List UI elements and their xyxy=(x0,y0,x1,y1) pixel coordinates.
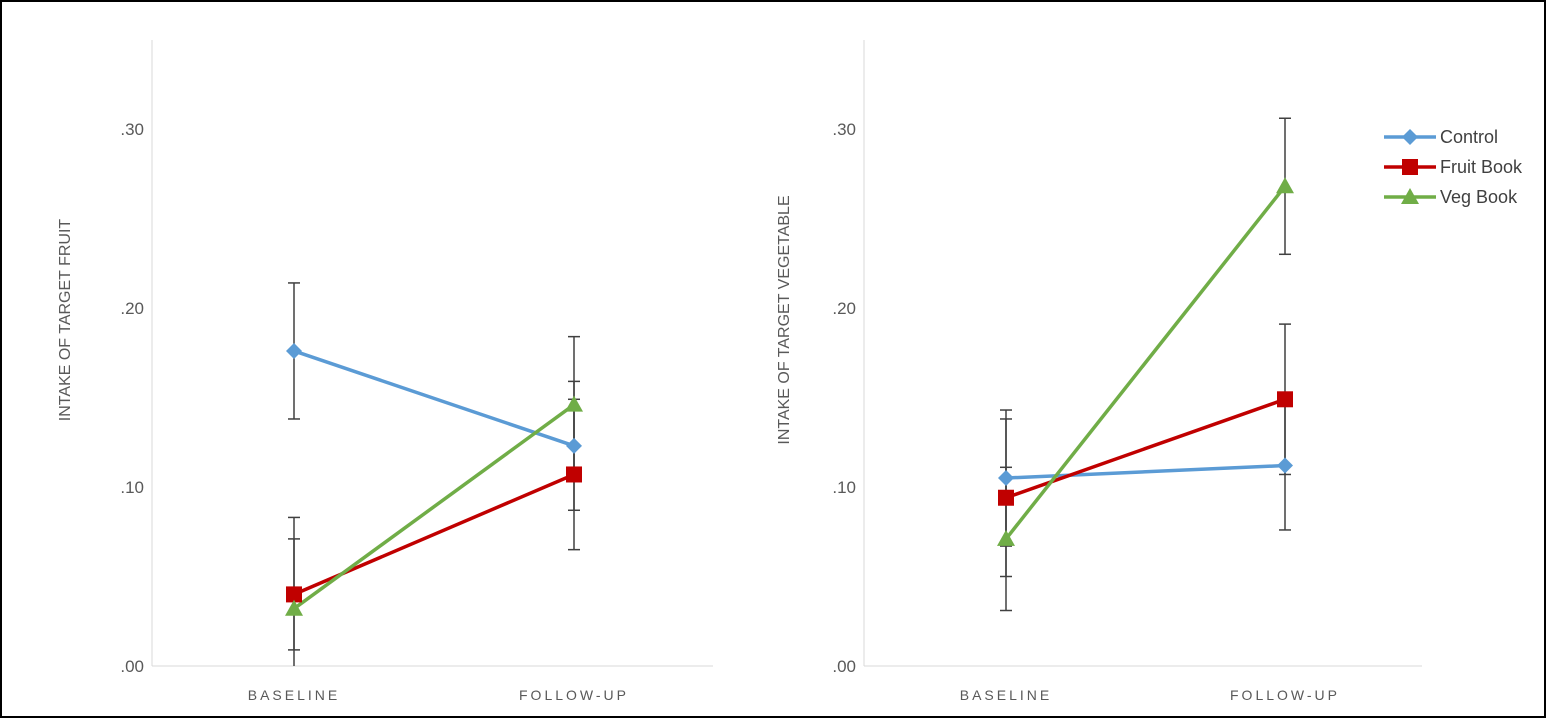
legend-label: Control xyxy=(1440,127,1498,147)
vegetable-chart-panel: INTAKE OF TARGET VEGETABLE .00 .10 .20 .30 B… xyxy=(776,40,1422,703)
x-category-label: FOLLOW-UP xyxy=(1230,687,1340,703)
fruit-y-axis-label: INTAKE OF TARGET FRUIT xyxy=(57,219,74,422)
y-tick-label: .10 xyxy=(120,478,144,497)
series-line-control xyxy=(293,349,575,448)
data-point-control xyxy=(998,470,1014,487)
x-category-label: BASELINE xyxy=(960,687,1052,703)
series-line-veg-book xyxy=(1004,185,1287,540)
data-point-veg-book xyxy=(997,529,1015,546)
vegetable-y-axis-label: INTAKE OF TARGET VEGETABLE xyxy=(776,195,793,444)
data-point-fruit-book xyxy=(1277,391,1293,408)
y-tick-label: .30 xyxy=(832,120,856,139)
data-point-control xyxy=(286,342,302,359)
series-line-control xyxy=(1005,463,1286,480)
y-tick-label: .00 xyxy=(832,657,856,676)
legend-label: Fruit Book xyxy=(1440,157,1523,177)
data-point-fruit-book xyxy=(998,489,1014,506)
data-point-control xyxy=(1277,457,1293,474)
series-line-veg-book xyxy=(292,403,576,611)
data-point-veg-book xyxy=(1276,177,1294,194)
data-point-veg-book xyxy=(565,395,583,412)
y-tick-label: .20 xyxy=(832,299,856,318)
legend-label: Veg Book xyxy=(1440,187,1518,207)
legend-marker-icon xyxy=(1402,159,1418,175)
fruit-chart-panel: INTAKE OF TARGET FRUIT .00 .10 .20 .30 BASEL… xyxy=(57,40,713,703)
legend-item: Veg Book xyxy=(1384,187,1518,207)
data-point-veg-book xyxy=(285,599,303,616)
legend-item: Fruit Book xyxy=(1384,157,1523,177)
data-point-fruit-book xyxy=(286,586,302,603)
y-tick-label: .00 xyxy=(120,657,144,676)
y-tick-label: .30 xyxy=(120,120,144,139)
y-tick-label: .10 xyxy=(832,478,856,497)
x-category-label: FOLLOW-UP xyxy=(519,687,629,703)
legend-marker-icon xyxy=(1401,188,1419,204)
x-category-label: BASELINE xyxy=(248,687,340,703)
data-point-control xyxy=(566,437,582,454)
legend-marker-icon xyxy=(1402,129,1418,145)
y-tick-label: .20 xyxy=(120,299,144,318)
legend-item: Control xyxy=(1384,127,1498,147)
data-point-fruit-book xyxy=(566,466,582,483)
legend: Control Fruit Book Veg Book xyxy=(1384,127,1523,207)
